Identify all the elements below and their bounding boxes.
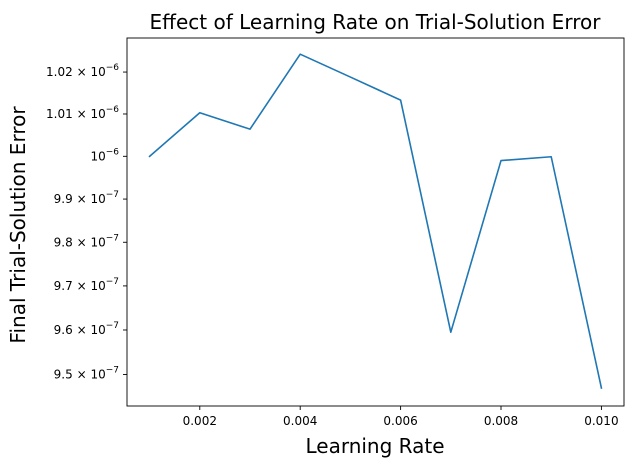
y-tick-label: 10−6: [90, 147, 119, 163]
y-tick-label: 9.9 × 10−7: [54, 190, 119, 206]
y-axis-label: Final Trial-Solution Error: [6, 106, 30, 344]
chart-title: Effect of Learning Rate on Trial-Solutio…: [150, 10, 602, 34]
x-tick-label: 0.008: [484, 414, 518, 428]
x-tick-label: 0.004: [283, 414, 317, 428]
y-tick-label: 9.7 × 10−7: [54, 277, 119, 293]
x-tick-label: 0.002: [183, 414, 217, 428]
series-line-0: [148, 53, 603, 389]
y-tick-label: 9.8 × 10−7: [54, 233, 119, 249]
y-tick-label: 1.01 × 10−6: [46, 105, 119, 121]
axes-frame: [126, 37, 625, 407]
x-axis-label: Learning Rate: [305, 434, 444, 458]
x-tick-label: 0.006: [383, 414, 417, 428]
y-tick-label: 9.5 × 10−7: [54, 366, 119, 382]
plot-area: 0.002 0.004 0.006 0.008 0.010 9.5 × 10−7 9.6 ×…: [46, 37, 625, 428]
y-tick-label: 1.02 × 10−6: [46, 63, 119, 79]
y-tick-label: 9.6 × 10−7: [54, 321, 119, 337]
x-tick-label: 0.010: [584, 414, 618, 428]
